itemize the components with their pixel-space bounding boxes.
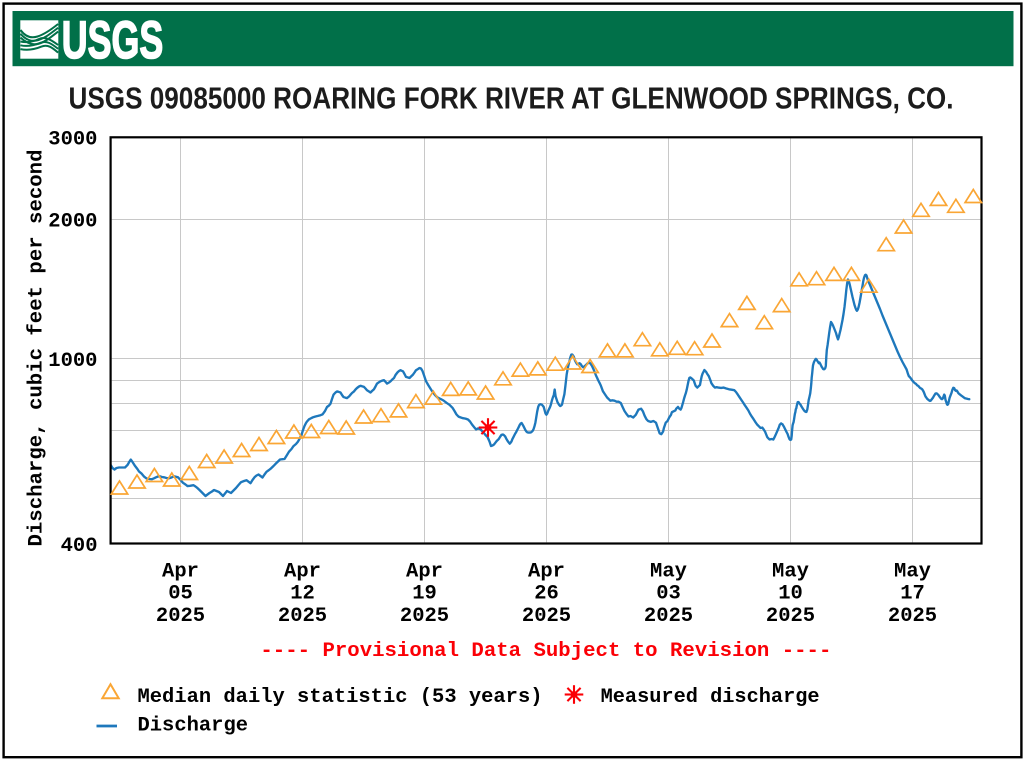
- svg-text:2025: 2025: [888, 605, 937, 628]
- svg-text:12: 12: [290, 582, 315, 605]
- svg-text:Apr: Apr: [162, 560, 199, 583]
- svg-text:17: 17: [900, 582, 925, 605]
- svg-text:26: 26: [534, 582, 559, 605]
- svg-text:Apr: Apr: [284, 560, 321, 583]
- svg-text:19: 19: [412, 582, 437, 605]
- svg-text:03: 03: [656, 582, 681, 605]
- svg-text:Apr: Apr: [528, 560, 565, 583]
- svg-text:---- Provisional Data Subject: ---- Provisional Data Subject to Revisio…: [260, 640, 831, 663]
- svg-text:Discharge, cubic feet per seco: Discharge, cubic feet per second: [26, 150, 49, 547]
- svg-text:May: May: [772, 560, 809, 583]
- svg-text:Median daily statistic (53 yea: Median daily statistic (53 years): [138, 686, 543, 709]
- svg-text:Apr: Apr: [406, 560, 443, 583]
- svg-text:May: May: [650, 560, 687, 583]
- svg-text:2025: 2025: [278, 605, 327, 628]
- svg-text:05: 05: [168, 582, 193, 605]
- svg-text:2025: 2025: [156, 605, 205, 628]
- svg-text:3000: 3000: [48, 129, 97, 152]
- svg-text:2025: 2025: [766, 605, 815, 628]
- svg-text:10: 10: [778, 582, 803, 605]
- svg-text:2000: 2000: [48, 210, 97, 233]
- svg-text:May: May: [894, 560, 931, 583]
- svg-text:Discharge: Discharge: [138, 714, 249, 737]
- svg-text:2025: 2025: [400, 605, 449, 628]
- svg-text:2025: 2025: [644, 605, 693, 628]
- svg-text:USGS: USGS: [62, 11, 164, 70]
- svg-text:2025: 2025: [522, 605, 571, 628]
- svg-text:400: 400: [61, 535, 98, 558]
- svg-text:USGS 09085000 ROARING FORK RIV: USGS 09085000 ROARING FORK RIVER AT GLEN…: [69, 81, 954, 116]
- svg-text:1000: 1000: [48, 350, 97, 373]
- svg-text:Measured discharge: Measured discharge: [601, 686, 820, 709]
